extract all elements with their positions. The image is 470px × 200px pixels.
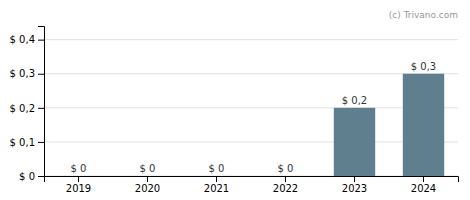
chart: $ 0$ 0,1$ 0,2$ 0,3$ 0,420192020202120222… [0, 0, 470, 200]
grid [44, 40, 458, 176]
y-tick-mark [38, 74, 44, 75]
x-tick-mark [423, 176, 424, 182]
data-label: $ 0,2 [342, 95, 367, 106]
grid-line [44, 141, 458, 142]
chart-svg: $ 0$ 0,1$ 0,2$ 0,3$ 0,420192020202120222… [0, 0, 470, 200]
x-tick-label: 2024 [411, 183, 436, 194]
x-tick-label: 2020 [135, 183, 160, 194]
x-tick: 2024 [411, 176, 436, 194]
plot: $ 0$ 0,1$ 0,2$ 0,3$ 0,420192020202120222… [10, 27, 459, 195]
y-tick: $ 0,4 [10, 34, 44, 45]
bar [58, 176, 99, 177]
y-tick: $ 0,2 [10, 103, 44, 114]
y-tick: $ 0,3 [10, 68, 44, 79]
x-tick: 2020 [135, 176, 160, 194]
data-label: $ 0,3 [411, 61, 436, 72]
bar [403, 74, 444, 176]
x-tick: 2022 [273, 176, 298, 194]
y-tick-mark [38, 176, 44, 177]
x-tick-label: 2022 [273, 183, 298, 194]
grid-line [44, 107, 458, 108]
x-tick-label: 2021 [204, 183, 229, 194]
x-tick-mark [285, 176, 286, 182]
y-tick-label: $ 0 [19, 171, 35, 182]
y-tick-mark [38, 108, 44, 109]
y-tick: $ 0 [19, 171, 44, 182]
bar [196, 176, 237, 177]
y-tick-label: $ 0,4 [10, 34, 35, 45]
y-tick-mark [38, 40, 44, 41]
x-tick: 2021 [204, 176, 229, 194]
data-labels: $ 0 $ 0 $ 0 $ 0 $ 0,2 $ 0,3 [71, 61, 437, 174]
x-tick-label: 2019 [66, 183, 91, 194]
annotation: (c) Trivano.com [389, 10, 458, 20]
y-tick-label: $ 0,3 [10, 68, 35, 79]
bar [265, 176, 306, 177]
bars [334, 74, 444, 176]
data-label: $ 0 [209, 163, 225, 174]
grid-line [44, 39, 458, 40]
bar [127, 176, 168, 177]
x-axis: 2019 2020 2021 2022 2023 2024 [45, 176, 459, 194]
y-axis-line [38, 27, 45, 177]
x-tick-label: 2023 [342, 183, 367, 194]
y-tick-label: $ 0,2 [10, 103, 35, 114]
y-tick: $ 0,1 [10, 137, 44, 148]
grid-line [44, 73, 458, 74]
bar [334, 108, 375, 176]
x-tick-mark [147, 176, 148, 182]
x-tick-mark [78, 176, 79, 182]
x-axis-line [45, 177, 459, 183]
y-axis: $ 0 $ 0,1 $ 0,2 $ 0,3 $ 0,4 [10, 27, 45, 182]
y-tick-label: $ 0,1 [10, 137, 35, 148]
x-tick-mark [216, 176, 217, 182]
x-tick-mark [354, 176, 355, 182]
y-tick-mark [38, 142, 44, 143]
data-label: $ 0 [278, 163, 294, 174]
data-label: $ 0 [71, 163, 87, 174]
x-tick: 2019 [66, 176, 91, 194]
x-tick: 2023 [342, 176, 367, 194]
data-label: $ 0 [140, 163, 156, 174]
